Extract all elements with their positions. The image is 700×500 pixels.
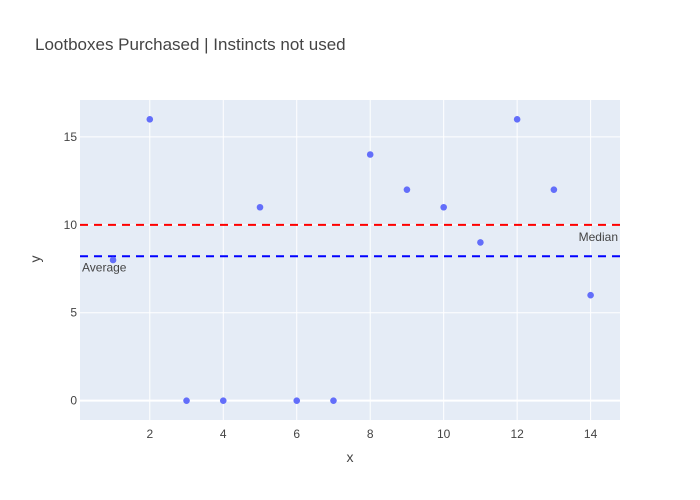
y-axis-ticks: 0 5 10 15 [64, 130, 78, 408]
x-tick-label: 4 [220, 427, 227, 441]
x-axis-title: x [347, 449, 354, 465]
x-tick-label: 12 [510, 427, 524, 441]
data-point[interactable] [293, 397, 301, 404]
x-tick-label: 10 [437, 427, 451, 441]
reference-label-median: Median [579, 230, 618, 244]
y-tick-label: 10 [64, 218, 78, 232]
data-point[interactable] [109, 256, 117, 264]
data-point[interactable] [146, 116, 154, 123]
data-points [109, 116, 594, 404]
y-tick-label: 15 [64, 130, 78, 144]
data-point[interactable] [219, 397, 227, 404]
data-point[interactable] [256, 203, 264, 211]
x-axis-ticks: 2 4 6 8 10 12 14 [146, 427, 597, 441]
data-point[interactable] [183, 397, 190, 404]
data-point[interactable] [587, 291, 594, 299]
x-tick-label: 8 [367, 427, 374, 441]
x-tick-label: 2 [146, 427, 153, 441]
data-point[interactable] [513, 116, 521, 123]
data-point[interactable] [440, 203, 447, 211]
chart-title: Lootboxes Purchased | Instincts not used [35, 35, 346, 54]
reference-lines: Median Average [80, 223, 620, 274]
data-point[interactable] [477, 239, 484, 246]
plot-area [80, 100, 620, 420]
x-tick-label: 6 [293, 427, 300, 441]
data-point[interactable] [550, 186, 558, 193]
y-axis-title: y [27, 256, 43, 263]
reference-label-average: Average [82, 260, 127, 274]
y-tick-label: 0 [70, 394, 77, 408]
x-tick-label: 14 [584, 427, 598, 441]
data-point[interactable] [330, 397, 337, 404]
data-point[interactable] [366, 151, 374, 158]
y-tick-label: 5 [70, 306, 77, 320]
data-point[interactable] [403, 186, 411, 193]
